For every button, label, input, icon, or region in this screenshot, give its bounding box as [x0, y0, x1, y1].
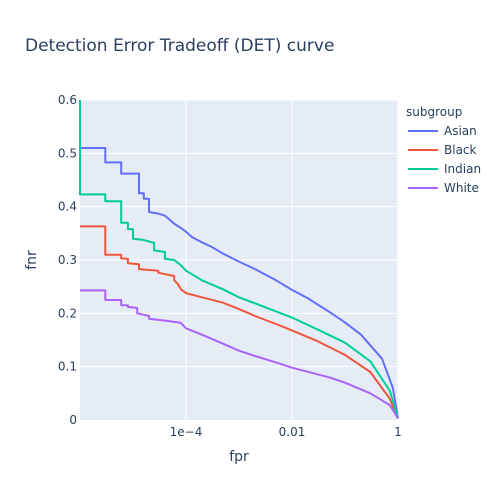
- series-line-black: [80, 225, 399, 419]
- legend-label: Black: [444, 143, 477, 157]
- x-tick-label: 1: [394, 425, 402, 439]
- series-line-asian: [80, 147, 399, 419]
- y-axis-title: fnr: [24, 250, 40, 270]
- y-tick-label: 0.5: [58, 146, 77, 160]
- y-tick-label: 0.6: [58, 93, 77, 107]
- x-axis-title: fpr: [229, 449, 249, 465]
- legend-item-indian[interactable]: Indian: [408, 162, 481, 176]
- legend-label: White: [444, 181, 479, 195]
- y-tick-label: 0: [69, 413, 77, 427]
- legend-title: subgroup: [406, 105, 462, 119]
- legend-label: Indian: [444, 162, 481, 176]
- legend-item-white[interactable]: White: [408, 181, 479, 195]
- x-tick-label: 1e−4: [170, 425, 203, 439]
- series-line-indian: [79, 100, 399, 419]
- series-line-white: [80, 289, 399, 419]
- legend-item-asian[interactable]: Asian: [408, 124, 477, 138]
- legend: subgroup Asian Black Indian White: [406, 105, 481, 195]
- chart-title: Detection Error Tradeoff (DET) curve: [25, 36, 334, 56]
- x-axis-ticks: 1e−4 0.01 1: [170, 425, 402, 439]
- y-tick-label: 0.1: [58, 360, 77, 374]
- y-tick-label: 0.2: [58, 306, 77, 320]
- legend-label: Asian: [444, 124, 477, 138]
- x-tick-label: 0.01: [279, 425, 306, 439]
- legend-item-black[interactable]: Black: [408, 143, 477, 157]
- y-tick-label: 0.3: [58, 253, 77, 267]
- series-lines: [79, 100, 399, 419]
- y-gridlines: [80, 99, 398, 368]
- y-axis-ticks: 0 0.1 0.2 0.3 0.4 0.5 0.6: [58, 93, 77, 427]
- y-tick-label: 0.4: [58, 200, 77, 214]
